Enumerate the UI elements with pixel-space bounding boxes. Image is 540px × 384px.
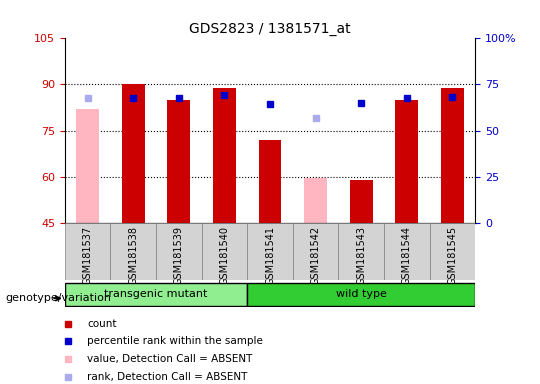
Text: wild type: wild type — [336, 289, 387, 299]
Text: rank, Detection Call = ABSENT: rank, Detection Call = ABSENT — [87, 372, 248, 382]
Text: GSM181539: GSM181539 — [174, 225, 184, 285]
Bar — [167, 100, 190, 223]
Bar — [339, 223, 384, 280]
Bar — [350, 180, 373, 223]
Bar — [213, 88, 236, 223]
Text: GSM181537: GSM181537 — [83, 225, 92, 285]
Text: genotype/variation: genotype/variation — [5, 293, 111, 303]
Bar — [430, 223, 475, 280]
Bar — [247, 223, 293, 280]
Text: GSM181544: GSM181544 — [402, 225, 412, 285]
Bar — [293, 223, 339, 280]
Bar — [259, 140, 281, 223]
Text: GSM181541: GSM181541 — [265, 225, 275, 285]
Text: GSM181540: GSM181540 — [219, 225, 230, 285]
Bar — [156, 223, 201, 280]
Text: count: count — [87, 319, 117, 329]
Text: GSM181545: GSM181545 — [448, 225, 457, 285]
Bar — [65, 223, 110, 280]
Bar — [76, 109, 99, 223]
Bar — [201, 223, 247, 280]
Bar — [122, 84, 145, 223]
Bar — [395, 100, 418, 223]
Text: GSM181542: GSM181542 — [310, 225, 321, 285]
Text: percentile rank within the sample: percentile rank within the sample — [87, 336, 263, 346]
Text: GSM181538: GSM181538 — [128, 225, 138, 285]
Text: value, Detection Call = ABSENT: value, Detection Call = ABSENT — [87, 354, 253, 364]
Bar — [110, 223, 156, 280]
Text: GSM181543: GSM181543 — [356, 225, 366, 285]
Bar — [247, 283, 475, 306]
Bar — [65, 283, 247, 306]
Title: GDS2823 / 1381571_at: GDS2823 / 1381571_at — [189, 22, 351, 36]
Bar — [304, 178, 327, 223]
Bar — [384, 223, 430, 280]
Text: transgenic mutant: transgenic mutant — [104, 289, 208, 299]
Bar — [441, 88, 464, 223]
